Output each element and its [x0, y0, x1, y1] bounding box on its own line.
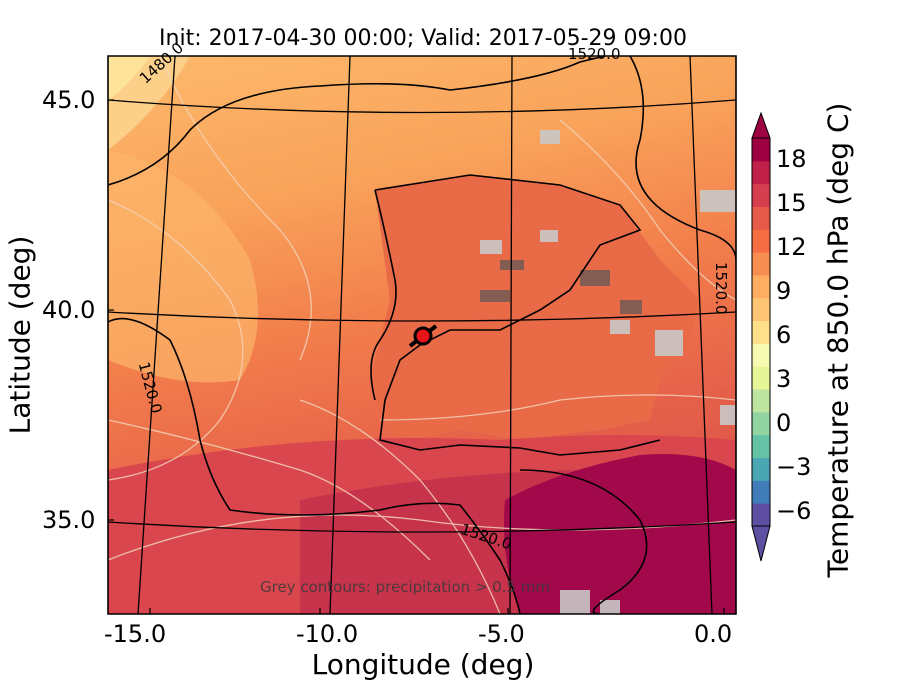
colorbar-segment	[752, 160, 770, 185]
colorbar-tick-label: 0	[776, 409, 792, 437]
colorbar-segment	[752, 297, 770, 322]
colorbar-tick-label: 3	[776, 365, 792, 393]
location-marker	[408, 324, 438, 348]
colorbar-segment	[752, 252, 770, 276]
colorbar-tick-label: 9	[776, 277, 792, 305]
colorbar-segment	[752, 389, 770, 413]
x-tick-label: -5.0	[478, 620, 525, 648]
colorbar-tick-label: 18	[776, 145, 807, 173]
y-tick-label: 45.0	[42, 86, 96, 114]
colorbar-segment	[752, 434, 770, 459]
colorbar-segment	[752, 411, 770, 436]
colorbar-tick-label: −3	[776, 453, 812, 481]
x-tick-label: -10.0	[296, 620, 359, 648]
axis-ticks	[108, 99, 725, 614]
plot-title: Init: 2017-04-30 00:00; Valid: 2017-05-2…	[159, 26, 687, 51]
x-axis-label: Longitude (deg)	[311, 648, 535, 681]
x-tick-label: 0.0	[694, 620, 733, 648]
precipitation-note: Grey contours: precipitation > 0.5 mm	[260, 578, 551, 596]
colorbar-segment	[752, 366, 770, 390]
colorbar-segment	[752, 274, 770, 299]
colorbar-tick-label: 15	[776, 189, 807, 217]
geopotential-contours	[108, 56, 736, 614]
y-tick-label: 40.0	[42, 296, 96, 324]
colorbar-tick-label: −6	[776, 497, 812, 525]
colorbar	[751, 111, 771, 562]
colorbar-segment	[752, 320, 770, 344]
colorbar-segment	[752, 206, 770, 230]
colorbar-segment	[752, 183, 770, 207]
colorbar-segment	[752, 138, 770, 162]
contour-label: 1520.0	[568, 45, 621, 63]
colorbar-tick-label: 12	[776, 233, 807, 261]
map-frame	[107, 55, 737, 615]
colorbar-segment	[752, 480, 770, 504]
colorbar-tick-label: 6	[776, 321, 792, 349]
colorbar-segment	[752, 343, 770, 367]
graticule	[108, 56, 736, 614]
colorbar-segment	[752, 229, 770, 253]
colorbar-segment	[752, 457, 770, 481]
contour-label: 1520.0	[712, 262, 730, 315]
y-tick-label: 35.0	[42, 506, 96, 534]
x-tick-label: -15.0	[104, 620, 167, 648]
colorbar-segment	[752, 503, 770, 527]
